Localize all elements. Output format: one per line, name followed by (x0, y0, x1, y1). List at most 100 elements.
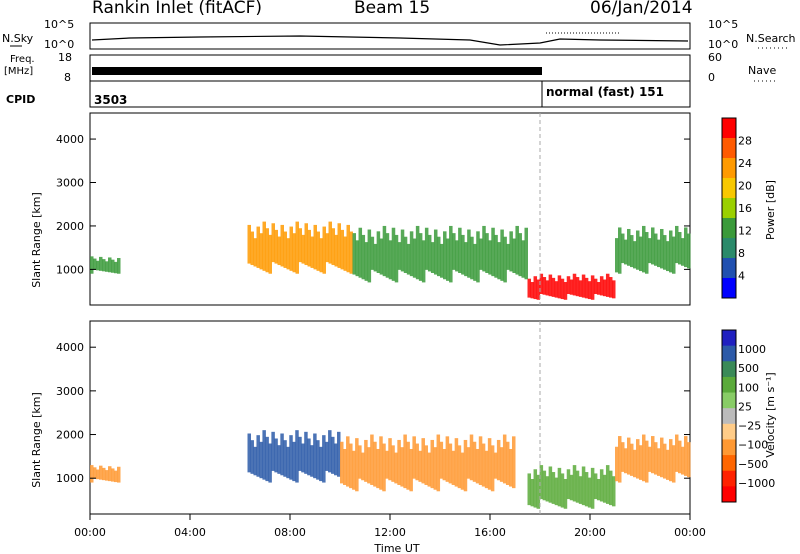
power-regions-cell (247, 224, 251, 264)
vel-regions-cell (364, 439, 368, 482)
vel-regions-cell (361, 452, 365, 481)
vel-cbar-swatch (722, 345, 736, 362)
power-regions-cell (467, 229, 471, 278)
vel-regions-cell (575, 470, 580, 503)
power-regions-cell (551, 277, 556, 297)
vel-regions-cell (663, 443, 667, 479)
vel-regions-cell (602, 474, 607, 503)
power-regions-cell (298, 228, 302, 263)
power-regions-cell (352, 233, 357, 275)
vel-regions-cell (340, 441, 344, 484)
vel-regions-cell (93, 467, 97, 479)
power-regions-cell (325, 233, 329, 263)
power-regions-cell (536, 279, 541, 300)
power-cbar-swatch (722, 138, 736, 159)
vel-regions-cell (114, 470, 118, 483)
power-regions-cell (596, 282, 601, 295)
vel-regions-cell (277, 445, 281, 474)
power-regions-cell (337, 223, 341, 268)
power-regions-cell (376, 231, 381, 273)
vel-regions-cell (262, 430, 266, 480)
power-regions-cell (117, 258, 121, 274)
noise-left-label: N.Sky (2, 32, 34, 45)
vel-regions-cell (469, 434, 474, 481)
vel-regions-cell (542, 470, 547, 501)
y-tick-label: 4000 (56, 133, 84, 146)
freq-trace (92, 67, 542, 75)
power-regions-cell (102, 259, 106, 272)
freq-panel: Freq. [MHz] 18 8 60 0 Nave (4, 51, 778, 84)
vel-regions-cell (569, 474, 574, 501)
vel-regions-cell (388, 438, 392, 481)
vel-regions-cell (639, 445, 643, 480)
vel-regions-cell (436, 434, 441, 492)
power-regions-cell (427, 234, 432, 272)
vel-regions-cell (253, 446, 257, 476)
time-axis-label: Time UT (373, 542, 419, 554)
power-regions-cell (672, 236, 676, 274)
vel-regions-cell (633, 449, 637, 478)
power-regions-cell (373, 243, 378, 272)
power-regions-cell (557, 275, 562, 299)
power-regions-cell (409, 231, 414, 277)
power-regions-cell (391, 227, 396, 281)
time-tick-label: 16:00 (474, 526, 506, 539)
power-regions-cell (93, 258, 97, 270)
power-regions-cell (509, 231, 513, 272)
power-regions-cell (96, 260, 100, 271)
vel-cbar-swatch (722, 330, 736, 347)
vel-regions-cell (681, 446, 685, 475)
power-regions-cell (512, 238, 516, 273)
vel-regions-cell (621, 442, 625, 472)
power-regions-cell (581, 274, 586, 298)
power-regions-cell (286, 238, 290, 270)
noise-sky-line (91, 35, 689, 46)
power-regions-cell (111, 259, 115, 273)
vel-regions-cell (370, 434, 374, 485)
power-regions-cell (503, 236, 507, 283)
power-regions-cell (99, 256, 103, 271)
power-regions-cell (542, 277, 547, 295)
power-regions-cell (476, 231, 480, 283)
noise-panel: N.Sky 10^5 10^0 10^5 10^0 N.Search (2, 18, 796, 51)
vel-cbar-swatch (722, 486, 736, 503)
vel-regions-cell (307, 438, 311, 476)
power-regions-cell (545, 280, 550, 296)
vel-regions-cell (268, 443, 272, 483)
vel-regions-cell (581, 466, 586, 506)
power-regions-cell (313, 224, 317, 270)
vel-cbar-tick: 1000 (738, 343, 766, 356)
power-regions-cell (548, 274, 553, 297)
vel-regions-cell (678, 440, 682, 474)
power-regions-cell (292, 233, 296, 273)
freq-tick-top: 18 (58, 51, 72, 64)
vel-regions-cell (560, 473, 565, 508)
vel-regions-cell (424, 445, 428, 485)
vel-regions-cell (496, 439, 501, 481)
nave-tick-top: 60 (708, 51, 722, 64)
power-regions-cell (681, 238, 685, 266)
vel-cbar-tick: −100 (738, 439, 768, 452)
vel-regions-cell (274, 438, 278, 473)
power-regions-cell (361, 234, 366, 280)
vel-regions-cell (286, 446, 290, 479)
y-tick-label: 2000 (56, 220, 84, 233)
vel-regions-cell (445, 436, 450, 482)
vel-regions-cell (295, 430, 299, 483)
vel-regions-cell (250, 440, 254, 474)
power-regions-cell (449, 225, 453, 283)
vel-regions-cell (439, 441, 444, 479)
power-regions-cell (578, 280, 583, 297)
vel-cbar-tick: 100 (738, 381, 759, 394)
power-regions-cell (440, 243, 444, 278)
vel-regions-cell (373, 441, 377, 487)
vel-regions-cell (400, 447, 404, 487)
vel-cbar-tick: 500 (738, 362, 759, 375)
time-tick-label: 04:00 (174, 526, 206, 539)
noise-right-tick-top: 10^5 (708, 18, 738, 31)
power-regions-cell (446, 238, 450, 281)
vel-regions-cell (349, 443, 353, 489)
vel-regions-cell (90, 465, 94, 483)
vel-cbar-swatch (722, 376, 736, 394)
vel-regions-cell (382, 443, 386, 492)
